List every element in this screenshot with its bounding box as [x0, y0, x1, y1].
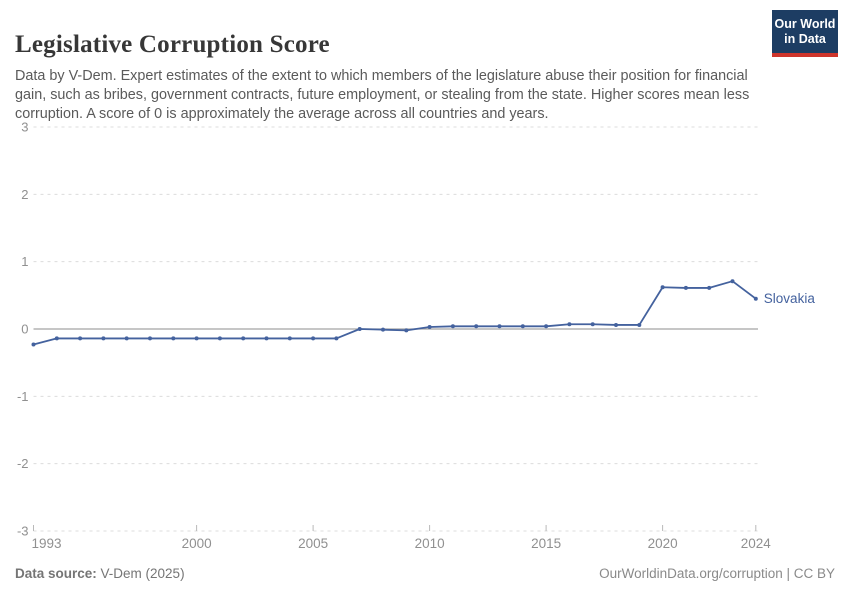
data-point	[730, 279, 735, 284]
x-axis-tick-label: 1993	[32, 536, 62, 551]
data-point	[124, 336, 129, 341]
data-source-value: V-Dem (2025)	[96, 566, 185, 581]
y-axis-tick-label: 0	[21, 322, 28, 337]
data-point	[264, 336, 269, 341]
data-point	[520, 324, 525, 329]
x-axis-tick-label: 2015	[531, 536, 561, 551]
series-line	[33, 280, 757, 346]
data-point	[54, 336, 59, 341]
data-point	[660, 285, 665, 290]
data-point	[683, 285, 688, 290]
data-point	[614, 322, 618, 327]
owid-logo-line2: in Data	[784, 31, 826, 46]
owid-logo-box: Our World in Data	[772, 10, 838, 53]
data-point	[544, 324, 549, 329]
x-axis-tick-label: 2020	[648, 536, 678, 551]
data-point	[637, 322, 642, 327]
data-point	[148, 336, 152, 341]
y-axis-tick-label: 1	[21, 254, 28, 269]
data-point	[311, 336, 316, 341]
x-axis-tick-label: 2000	[182, 536, 212, 551]
x-axis-tick-label: 2005	[298, 536, 328, 551]
data-point	[357, 327, 362, 331]
data-point	[101, 336, 106, 341]
data-point	[474, 324, 479, 329]
data-point	[427, 324, 432, 329]
data-point	[753, 296, 758, 301]
data-point	[567, 322, 572, 327]
data-point	[241, 336, 246, 341]
page-title: Legislative Corruption Score	[15, 30, 330, 58]
y-axis-tick-label: -3	[17, 524, 29, 539]
data-point	[404, 328, 409, 333]
entity-label: Slovakia	[764, 291, 816, 306]
x-axis-tick-label: 2024	[741, 536, 772, 551]
data-point	[334, 336, 339, 341]
data-point	[31, 342, 36, 347]
data-point	[171, 336, 176, 341]
y-axis-tick-label: 3	[21, 120, 28, 135]
data-point	[497, 324, 502, 329]
data-point	[450, 324, 455, 329]
y-axis-tick-label: -1	[17, 389, 29, 404]
y-axis-tick-label: 2	[21, 187, 28, 202]
data-point	[78, 336, 83, 341]
owid-logo-line1: Our World	[774, 16, 836, 31]
data-point	[217, 336, 222, 341]
data-point	[707, 285, 712, 290]
data-source: Data source: V-Dem (2025)	[15, 566, 185, 581]
owid-logo-red-bar	[772, 53, 838, 57]
data-point	[287, 336, 292, 341]
y-axis-tick-label: -2	[17, 456, 29, 471]
chart-footer: Data source: V-Dem (2025) OurWorldinData…	[15, 566, 835, 581]
data-source-label: Data source:	[15, 566, 97, 581]
data-point	[194, 336, 199, 341]
footer-citation: OurWorldinData.org/corruption | CC BY	[599, 566, 835, 581]
owid-logo: Our World in Data	[772, 10, 838, 57]
data-point	[590, 322, 595, 327]
x-axis-tick-label: 2010	[415, 536, 445, 551]
data-point	[381, 327, 385, 332]
chart-subtitle: Data by V-Dem. Expert estimates of the e…	[15, 68, 750, 122]
